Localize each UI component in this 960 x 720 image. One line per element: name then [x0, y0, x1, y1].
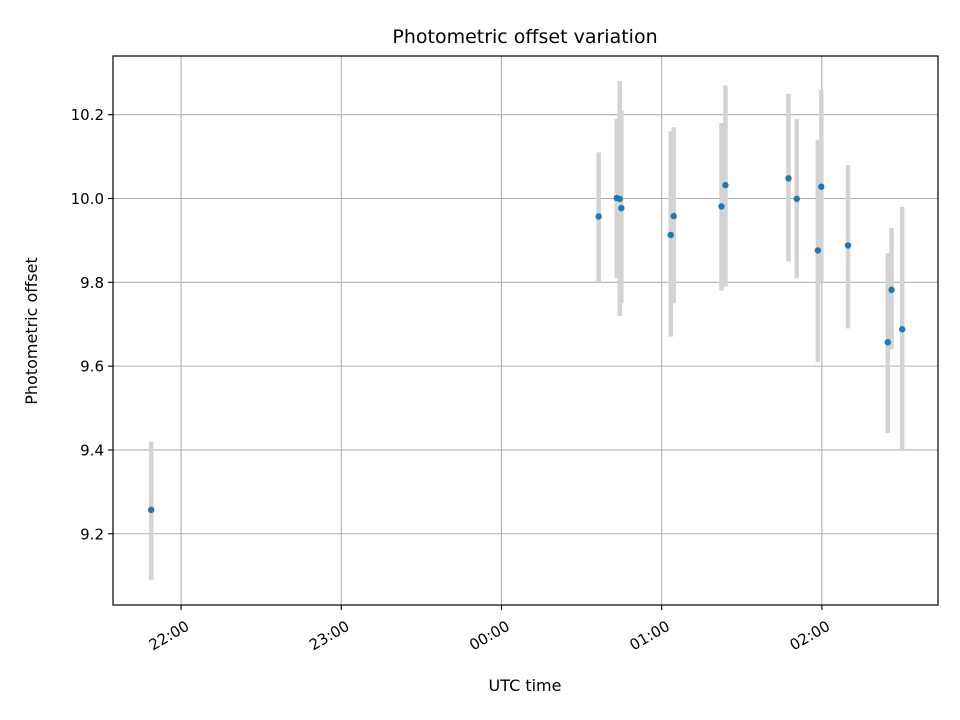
y-tick-label: 9.4 — [80, 441, 104, 459]
data-point — [667, 231, 674, 239]
data-point — [899, 326, 906, 333]
data-point — [818, 183, 825, 190]
data-point — [718, 203, 725, 210]
data-point — [618, 204, 625, 212]
y-tick-label: 9.8 — [80, 274, 104, 292]
y-axis: 9.2 9.4 9.6 9.8 10.0 10.2 — [71, 106, 113, 543]
y-tick-label: 9.2 — [80, 525, 104, 543]
data-point — [793, 195, 800, 203]
data-point — [884, 339, 892, 346]
data-point — [147, 506, 155, 514]
chart-title: Photometric offset variation — [392, 26, 657, 48]
y-tick-label: 10.0 — [71, 190, 104, 208]
data-point — [785, 175, 792, 182]
data-point — [722, 181, 729, 189]
data-point — [814, 247, 822, 254]
x-axis-label: UTC time — [489, 676, 562, 695]
data-point — [844, 242, 852, 249]
data-point — [616, 195, 623, 203]
y-tick-label: 9.6 — [80, 358, 104, 376]
y-tick-label: 10.2 — [71, 106, 104, 124]
data-point — [888, 286, 895, 294]
plot-frame — [112, 55, 939, 606]
grid — [113, 56, 938, 605]
data-point — [670, 212, 677, 220]
data-points — [147, 175, 906, 514]
data-point — [595, 213, 602, 220]
y-axis-label: Photometric offset — [22, 257, 41, 405]
